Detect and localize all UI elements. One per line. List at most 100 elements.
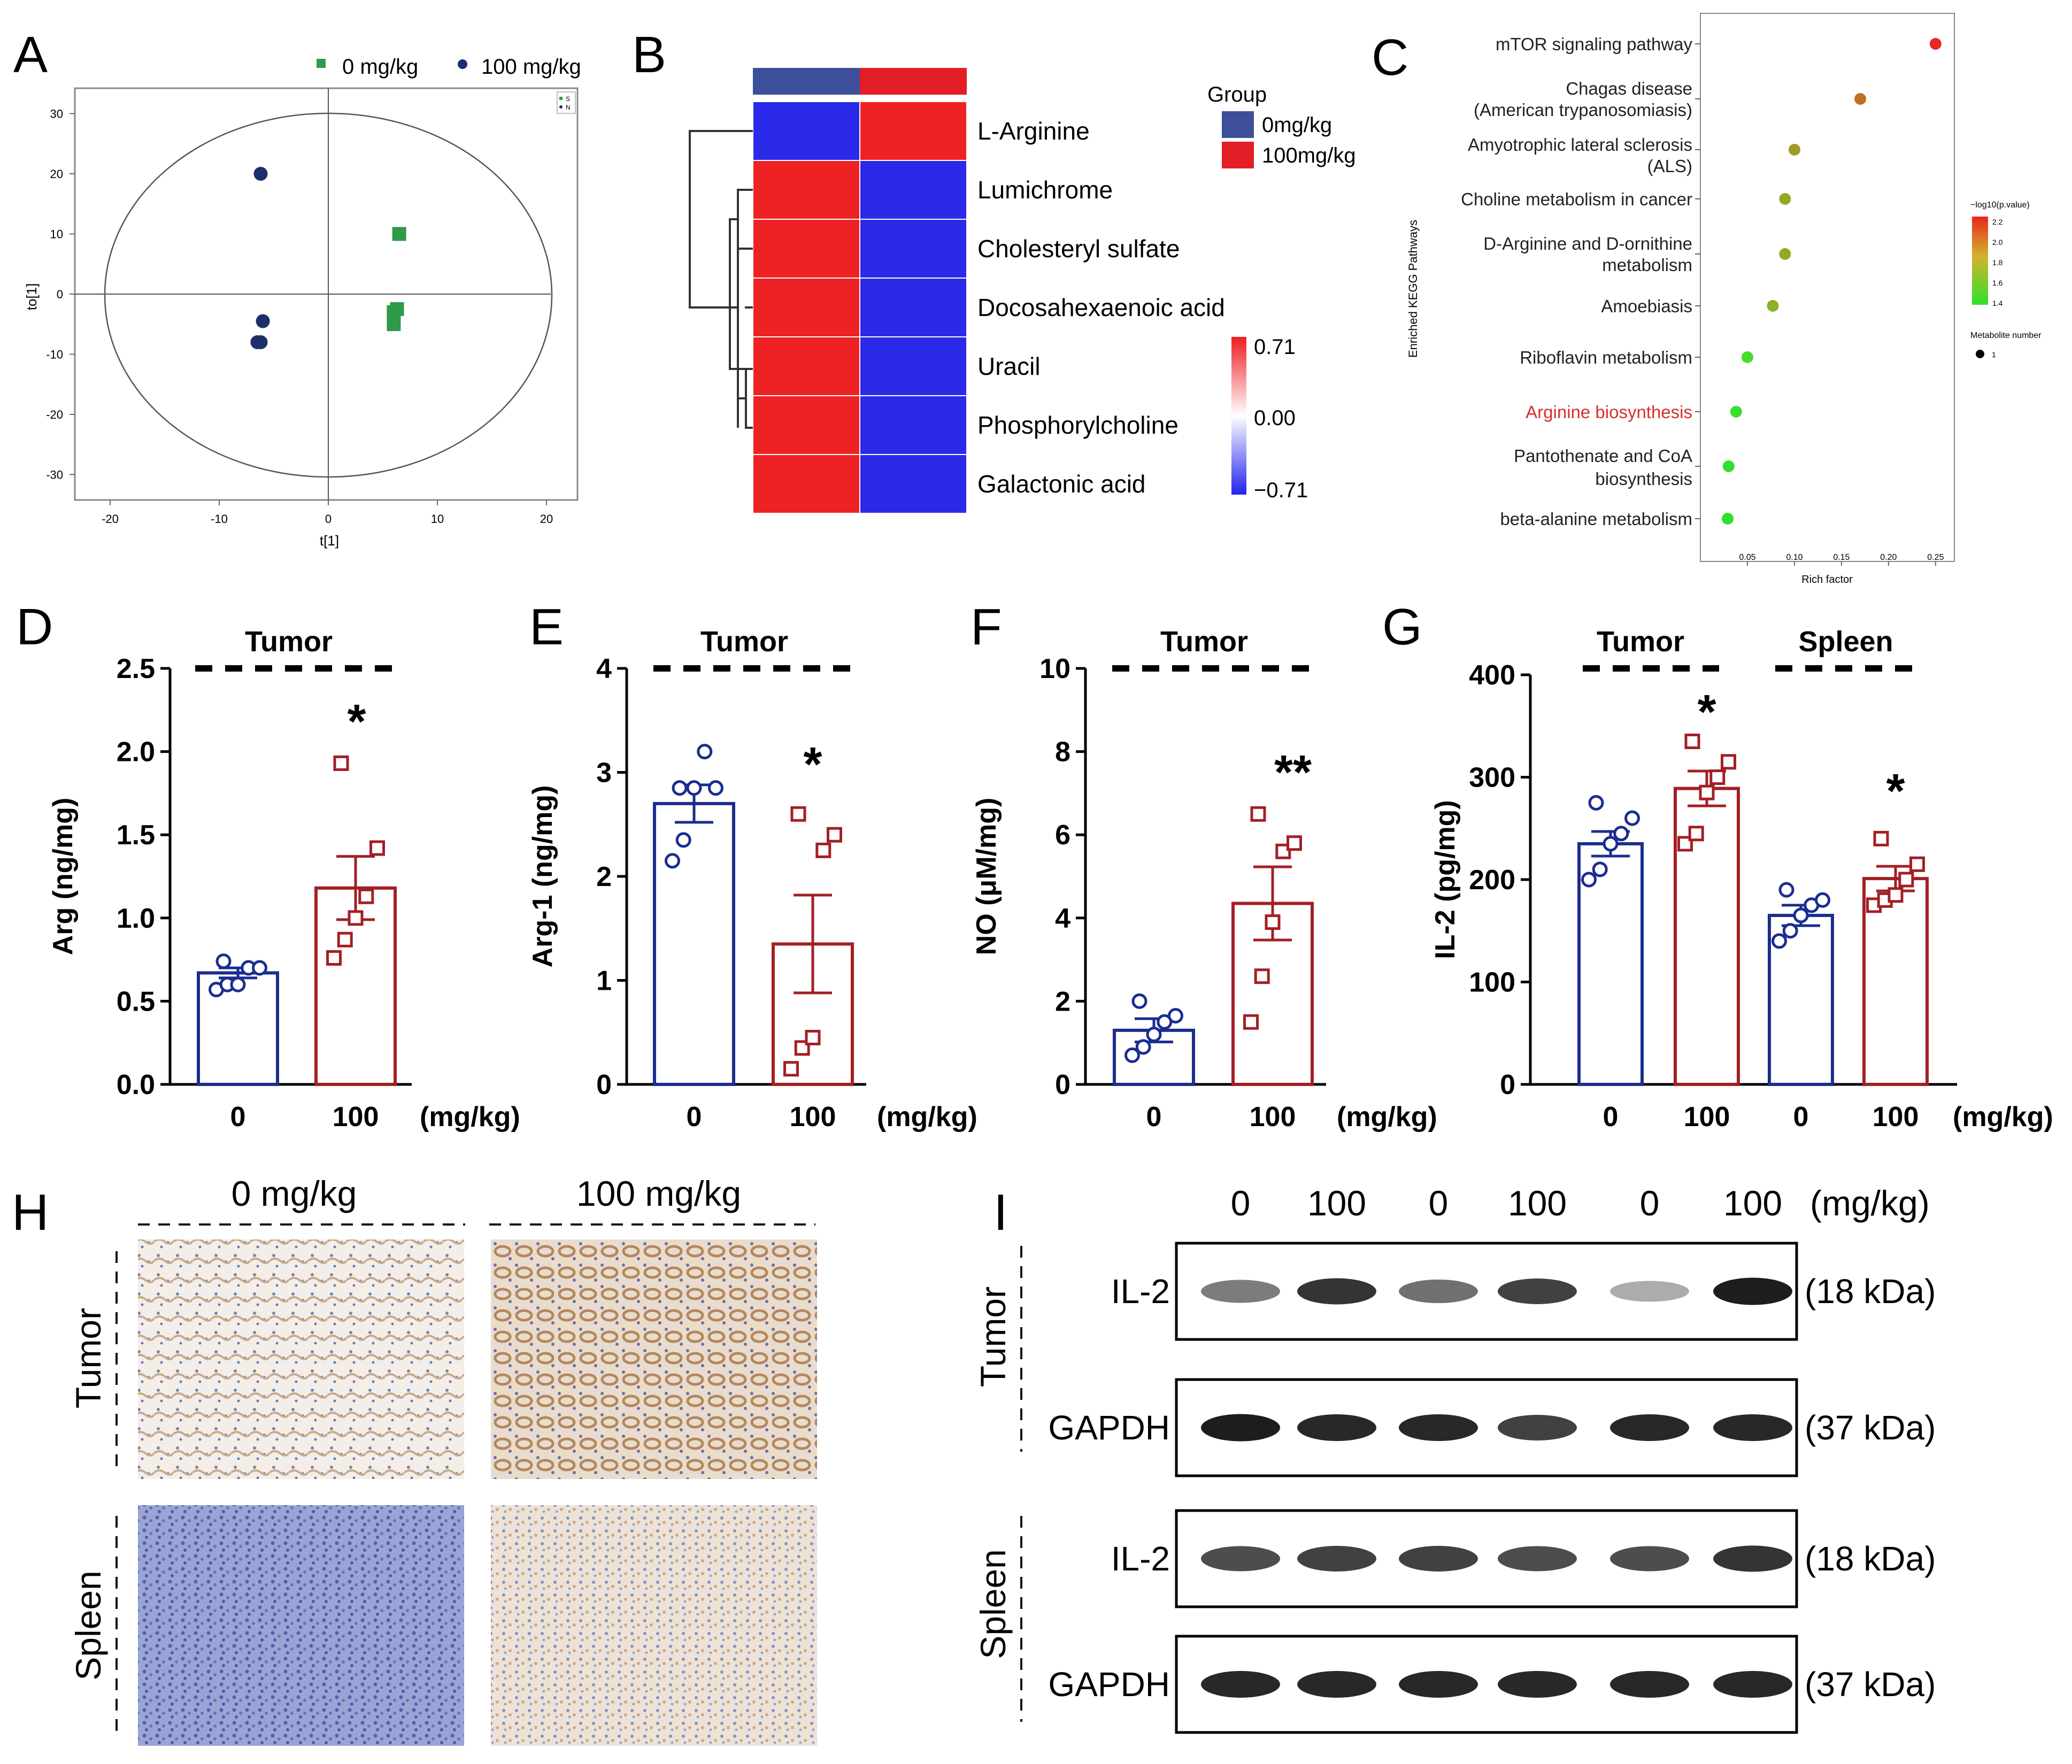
group-legend-swatch-100mgkg: [1222, 142, 1254, 168]
a-x-tick-label: 0: [325, 512, 332, 526]
f-data-point: [1243, 1014, 1259, 1030]
i-band: [1713, 1545, 1792, 1572]
c-points: [1695, 38, 1942, 525]
panel-b-heatmap: B L-Arginine Lumichrome Cholesteryl sulfat…: [632, 26, 1356, 514]
i-band: [1610, 1414, 1689, 1441]
e-x-tick-label: 0: [687, 1101, 702, 1133]
d-y-tick-label: 1.5: [117, 820, 155, 851]
metabolite-label: L-Arginine: [977, 117, 1090, 145]
g-data-point: [1603, 836, 1619, 852]
d-data-point: [326, 950, 342, 966]
ihc-image-spleen-0mgkg: [138, 1505, 464, 1746]
g-y-tick-label: 300: [1469, 762, 1515, 794]
c-x-tick-label: 0.10: [1786, 553, 1803, 562]
ihc-image-tumor-100mgkg: [491, 1239, 817, 1479]
g-significance-mark: *: [1886, 765, 1905, 818]
panel-letter-b: B: [632, 26, 666, 83]
g-y-tick-label: 100: [1469, 967, 1515, 998]
g-data-point: [1815, 892, 1830, 908]
f-y-tick-label: 0: [1055, 1069, 1070, 1100]
g-y-tick-label: 0: [1500, 1069, 1515, 1100]
f-title: Tumor: [1160, 626, 1248, 658]
group-legend-label-100mgkg: 100mg/kg: [1262, 144, 1356, 167]
panel-a-opls-da-plot: A 0 mg/kg 100 mg/kg S N -20 -10 0 10 20 30 20 1…: [13, 26, 581, 549]
e-data-point: [708, 780, 723, 796]
d-x-tick-label: 100: [333, 1101, 379, 1133]
c-x-ticks: 0.05 0.10 0.15 0.20 0.25: [1739, 553, 1944, 566]
g-data-point: [1793, 907, 1809, 923]
f-data-point: [1265, 914, 1281, 930]
c-point: [1722, 513, 1734, 525]
c-size-legend-title: Metabolite number: [1970, 331, 2042, 340]
g-data-point: [1699, 784, 1715, 800]
f-data-point: [1275, 843, 1291, 859]
g-data-point: [1909, 856, 1925, 872]
heatmap-cell: [859, 278, 967, 337]
i-band: [1399, 1280, 1478, 1303]
i-band: [1201, 1671, 1280, 1698]
group-bar-100mgkg: [860, 68, 967, 95]
f-y-label: NO (μM/mg): [971, 798, 1002, 956]
c-pathway-label: beta-alanine metabolism: [1500, 509, 1692, 529]
e-data-point: [665, 853, 680, 869]
g-x-tick-label: 100: [1873, 1101, 1919, 1133]
c-point: [1730, 406, 1742, 418]
g-data-point: [1771, 933, 1787, 949]
metabolite-label: Uracil: [977, 352, 1041, 380]
g-data-point: [1721, 754, 1736, 770]
f-significance-mark: **: [1274, 746, 1312, 799]
heatmap-cell: [859, 160, 967, 220]
c-plot-frame: [1700, 13, 1955, 562]
a-ellipse-shape: [104, 112, 553, 478]
g-bar: [1674, 787, 1740, 1086]
metabolite-label: Cholesteryl sulfate: [977, 235, 1180, 263]
e-data-point: [686, 780, 702, 796]
panel-letter-i: I: [993, 1184, 1008, 1241]
a-x-tick-label: -10: [211, 512, 228, 526]
a-point-100mgkg: [253, 167, 268, 181]
g-data-point: [1888, 887, 1904, 903]
d-data-point: [348, 910, 364, 926]
group-legend-swatch-0mgkg: [1222, 111, 1254, 138]
panel-letter-d: D: [16, 598, 53, 656]
c-size-legend-dot: [1976, 350, 1984, 358]
d-data-point: [333, 755, 349, 771]
c-legend-tick-label: 2.2: [1992, 218, 2003, 226]
d-data-point: [337, 931, 353, 948]
a-y-tick-label: -30: [46, 468, 63, 482]
c-pathway-label: mTOR signaling pathway: [1496, 34, 1693, 54]
g-data-point: [1613, 826, 1629, 842]
ihc-image-tumor-0mgkg: [138, 1239, 464, 1479]
metabolite-label: Lumichrome: [977, 176, 1113, 204]
f-data-point: [1131, 993, 1147, 1009]
panel-e-arg1-bar-chart: E 0 1 2 3 4 Arg-1 (ng/mg) 0 100 (mg/kg) Tumor *: [527, 598, 977, 1133]
scale-mid-label: 0.00: [1254, 406, 1296, 430]
d-data-point: [358, 888, 374, 904]
i-band: [1297, 1414, 1376, 1441]
heatmap-cell: [859, 336, 967, 396]
panel-letter-c: C: [1372, 29, 1408, 86]
i-band: [1297, 1546, 1376, 1572]
small-legend-label-n: N: [566, 104, 571, 111]
c-point: [1722, 460, 1735, 472]
e-y-label: Arg-1 (ng/mg): [527, 785, 558, 968]
f-y-tick-label: 6: [1055, 820, 1070, 851]
f-data-point: [1168, 1008, 1183, 1024]
a-point-0mgkg: [387, 305, 401, 319]
i-band: [1201, 1546, 1280, 1572]
c-point: [1741, 351, 1753, 363]
f-data-point: [1250, 806, 1266, 822]
a-y-label: to[1]: [24, 283, 40, 311]
panel-g-il2-bar-chart: G 0 100 200 300 400 IL-2 (pg/mg) 0 100 0 100 (mg/k…: [1382, 598, 2053, 1133]
f-unit-label: (mg/kg): [1337, 1101, 1437, 1133]
legend-marker-100mgkg: [458, 59, 467, 69]
g-x-tick-label: 0: [1603, 1101, 1619, 1133]
d-data-point: [230, 976, 246, 992]
small-legend-marker-s: [559, 97, 563, 100]
g-data-point: [1684, 733, 1700, 749]
scale-max-label: 0.71: [1254, 335, 1296, 359]
i-band: [1498, 1671, 1577, 1698]
g-y-label: IL-2 (pg/mg): [1430, 800, 1461, 959]
f-x-tick-label: 0: [1146, 1101, 1162, 1133]
heatmap-cell: [752, 278, 860, 337]
